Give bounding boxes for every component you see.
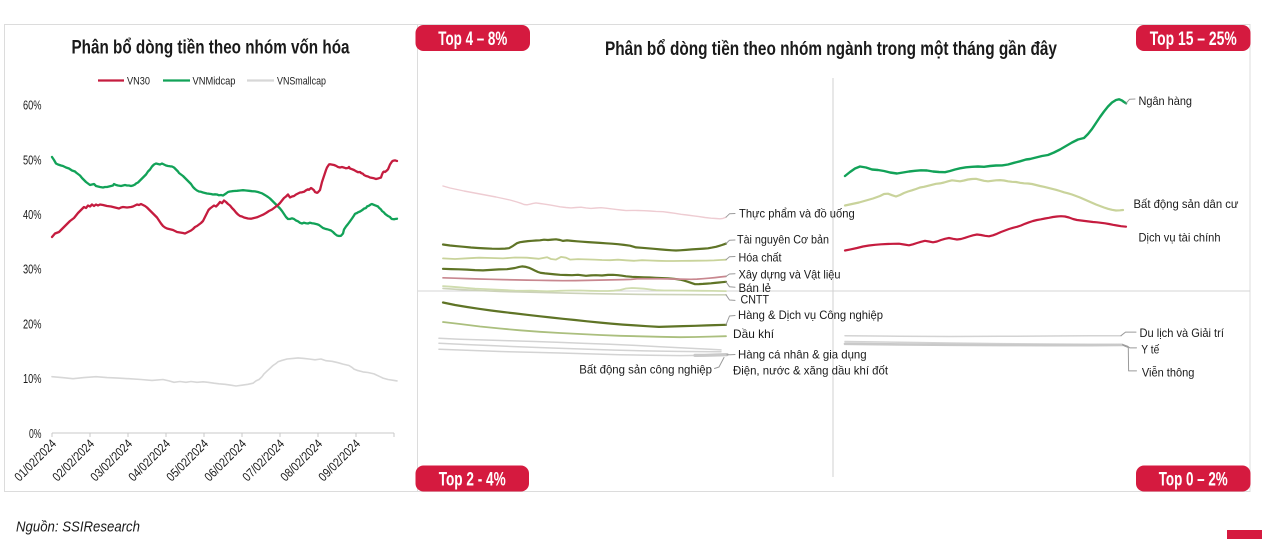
svg-text:Viễn thông: Viễn thông: [1142, 364, 1195, 379]
svg-text:Bán lẻ: Bán lẻ: [739, 281, 772, 295]
svg-text:Phân bổ dòng tiền theo nhóm vố: Phân bổ dòng tiền theo nhóm vốn hóa: [72, 37, 350, 59]
svg-text:Tài nguyên Cơ bản: Tài nguyên Cơ bản: [737, 233, 829, 247]
svg-text:Y tế: Y tế: [1141, 342, 1159, 356]
svg-text:Bất động sản công nghiệp: Bất động sản công nghiệp: [579, 363, 712, 377]
svg-text:10%: 10%: [23, 371, 42, 386]
svg-text:VNMidcap: VNMidcap: [193, 75, 236, 87]
svg-text:VNSmallcap: VNSmallcap: [277, 75, 326, 87]
svg-text:Top 2 - 4%: Top 2 - 4%: [439, 469, 506, 490]
svg-text:Dịch vụ tài chính: Dịch vụ tài chính: [1139, 231, 1221, 245]
svg-text:40%: 40%: [23, 207, 42, 222]
svg-text:Xây dựng và Vật liệu: Xây dựng và Vật liệu: [739, 267, 841, 281]
svg-text:Hàng cá nhân & gia dụng: Hàng cá nhân & gia dụng: [738, 348, 867, 362]
svg-text:Thực phẩm và đồ uống: Thực phẩm và đồ uống: [739, 207, 855, 221]
svg-text:Top 0 – 2%: Top 0 – 2%: [1159, 469, 1228, 490]
svg-text:Nguồn: SSIResearch: Nguồn: SSIResearch: [16, 520, 140, 536]
svg-text:Bất động sản dân cư: Bất động sản dân cư: [1134, 197, 1239, 211]
svg-text:Hàng & Dịch vụ Công nghiệp: Hàng & Dịch vụ Công nghiệp: [738, 308, 883, 322]
svg-text:Hóa chất: Hóa chất: [739, 250, 783, 264]
svg-text:VN30: VN30: [127, 75, 150, 87]
svg-text:Dầu khí: Dầu khí: [733, 327, 775, 341]
svg-text:Phân bổ dòng tiền theo nhóm ng: Phân bổ dòng tiền theo nhóm ngành trong …: [605, 38, 1057, 60]
svg-text:Du lịch và Giải trí: Du lịch và Giải trí: [1140, 326, 1225, 340]
svg-text:Top 4 – 8%: Top 4 – 8%: [438, 29, 507, 50]
svg-text:20%: 20%: [23, 316, 42, 331]
svg-text:60%: 60%: [23, 98, 42, 113]
svg-text:Ngân hàng: Ngân hàng: [1139, 94, 1193, 108]
svg-text:30%: 30%: [23, 262, 42, 277]
svg-text:CNTT: CNTT: [741, 293, 770, 307]
svg-text:Điện, nước & xăng dầu khí đốt: Điện, nước & xăng dầu khí đốt: [733, 364, 889, 378]
svg-text:50%: 50%: [23, 152, 42, 167]
svg-text:Top 15 – 25%: Top 15 – 25%: [1150, 29, 1237, 50]
svg-text:0%: 0%: [29, 426, 42, 441]
